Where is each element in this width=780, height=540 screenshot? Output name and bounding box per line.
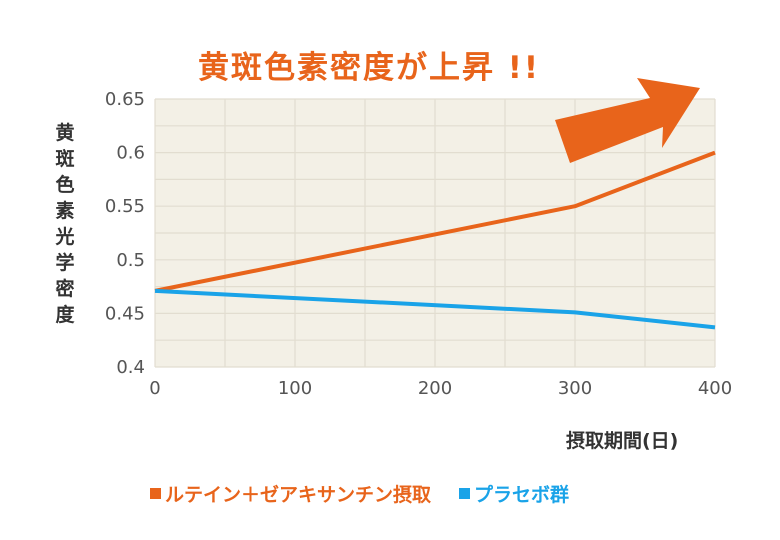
y-tick-label: 0.55 xyxy=(105,196,145,217)
legend-swatch xyxy=(459,488,471,499)
rising-arrow-icon xyxy=(555,78,700,163)
y-tick-label: 0.65 xyxy=(105,89,145,110)
x-tick-label: 400 xyxy=(698,378,732,399)
y-tick-label: 0.5 xyxy=(116,250,145,271)
legend-label: プラセボ群 xyxy=(474,484,570,506)
series-line-1 xyxy=(154,288,716,330)
y-tick-label: 0.45 xyxy=(105,303,145,324)
y-axis-title: 黄斑色素光学密度 xyxy=(55,122,75,326)
x-axis-title: 摂取期間(日) xyxy=(566,430,679,452)
series-lines xyxy=(154,150,716,330)
legend-swatch xyxy=(150,488,161,499)
y-tick-label: 0.6 xyxy=(116,143,145,164)
legend-item-placebo: プラセボ群 xyxy=(459,480,569,507)
x-tick-label: 100 xyxy=(278,378,312,399)
legend-label: ルテイン＋ゼアキサンチン摂取 xyxy=(165,484,432,506)
legend-item-lutein: ルテイン＋ゼアキサンチン摂取 xyxy=(150,480,431,507)
legend: ルテイン＋ゼアキサンチン摂取 プラセボ群 xyxy=(150,480,569,507)
x-tick-label: 200 xyxy=(418,378,452,399)
y-tick-label: 0.4 xyxy=(116,357,145,378)
y-tick-labels: 0.4 0.45 0.5 0.55 0.6 0.65 xyxy=(105,89,145,378)
x-tick-labels: 0 100 200 300 400 xyxy=(149,378,732,399)
x-tick-label: 0 xyxy=(149,378,160,399)
series-line-0 xyxy=(154,150,716,293)
x-tick-label: 300 xyxy=(558,378,592,399)
headline: 黄斑色素密度が上昇 !! xyxy=(198,50,541,86)
